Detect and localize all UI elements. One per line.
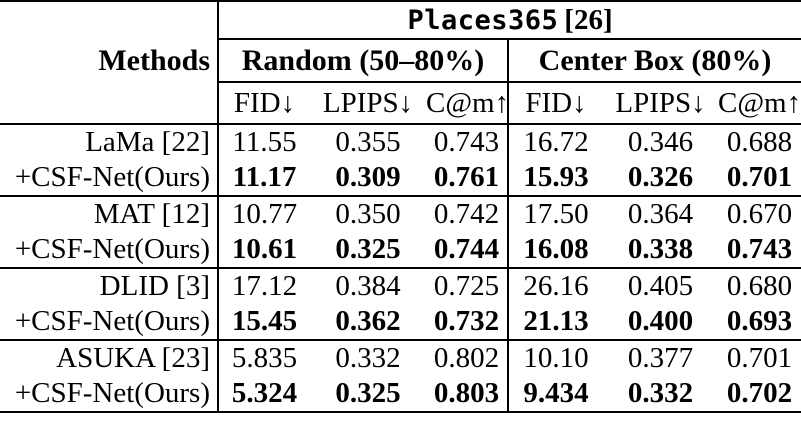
value-cell: 0.325 <box>310 376 426 413</box>
value-cell: 0.693 <box>718 304 801 341</box>
value-cell: 0.680 <box>726 270 793 302</box>
value-cell: 0.326 <box>603 160 718 197</box>
value-cell: 0.743 <box>433 126 500 158</box>
empty-corner-cell <box>0 0 218 39</box>
value-cell: 0.761 <box>426 160 508 197</box>
table-row-csfnet-asuka: +CSF-Net(Ours) 5.324 0.325 0.803 9.434 0… <box>0 376 801 413</box>
value-cell: 11.17 <box>217 160 310 197</box>
value-cell: 0.346 <box>627 126 694 158</box>
value-cell: 0.332 <box>603 376 718 413</box>
value-cell: 17.12 <box>217 268 310 304</box>
value-cell: 0.405 <box>627 270 694 302</box>
value-cell: 0.377 <box>627 342 694 374</box>
method-cell: LaMa [22] <box>85 126 210 158</box>
method-cell: ASUKA [23] <box>56 342 210 374</box>
results-table: Places365 [26] Methods Random (50–80%) Ce… <box>0 0 801 413</box>
header-row-metrics: FID↓ LPIPS↓ C@m↑ FID↓ LPIPS↓ C@m↑ <box>0 82 801 125</box>
header-row-sections: Methods Random (50–80%) Center Box (80%) <box>0 39 801 83</box>
value-cell: 10.10 <box>507 340 603 376</box>
value-cell: 16.08 <box>507 232 603 269</box>
value-cell: 5.835 <box>217 340 310 376</box>
table-row-lama: LaMa [22] 11.55 0.355 0.743 16.72 0.346 … <box>0 124 801 160</box>
table-row-csfnet-mat: +CSF-Net(Ours) 10.61 0.325 0.744 16.08 0… <box>0 232 801 269</box>
value-cell: 15.45 <box>217 304 310 341</box>
value-cell: 0.688 <box>726 126 793 158</box>
method-cell: +CSF-Net(Ours) <box>0 304 218 341</box>
value-cell: 0.744 <box>426 232 508 269</box>
value-cell: 10.77 <box>217 196 310 232</box>
value-cell: 0.732 <box>426 304 508 341</box>
value-cell: 0.362 <box>310 304 426 341</box>
dataset-citation: [26] <box>564 3 613 36</box>
value-cell: 0.400 <box>603 304 718 341</box>
value-cell: 0.743 <box>718 232 801 269</box>
method-cell: +CSF-Net(Ours) <box>0 376 218 413</box>
value-cell: 0.701 <box>726 342 793 374</box>
value-cell: 0.332 <box>335 342 401 374</box>
value-cell: 5.324 <box>217 376 310 413</box>
value-cell: 16.72 <box>507 124 603 160</box>
metric-header-fid-centerbox: FID↓ <box>507 82 603 125</box>
value-cell: 0.355 <box>335 126 401 158</box>
metric-header-lpips-random: LPIPS↓ <box>310 82 426 125</box>
value-cell: 0.384 <box>335 270 401 302</box>
value-cell: 21.13 <box>507 304 603 341</box>
table-row-csfnet-lama: +CSF-Net(Ours) 11.17 0.309 0.761 15.93 0… <box>0 160 801 197</box>
method-cell: MAT [12] <box>93 198 210 230</box>
dataset-name: Places365 <box>407 4 559 36</box>
method-cell: +CSF-Net(Ours) <box>0 160 218 197</box>
table-row-mat: MAT [12] 10.77 0.350 0.742 17.50 0.364 0… <box>0 196 801 232</box>
metric-header-cam-centerbox: C@m↑ <box>718 82 801 125</box>
value-cell: 0.725 <box>433 270 500 302</box>
method-cell: DLID [3] <box>99 270 210 302</box>
value-cell: 0.802 <box>433 342 500 374</box>
value-cell: 0.350 <box>335 198 401 230</box>
value-cell: 0.803 <box>426 376 508 413</box>
header-row-dataset: Places365 [26] <box>0 0 801 40</box>
metric-header-cam-random: C@m↑ <box>426 82 508 125</box>
table-row-csfnet-dlid: +CSF-Net(Ours) 15.45 0.362 0.732 21.13 0… <box>0 304 801 341</box>
value-cell: 0.670 <box>726 198 793 230</box>
table-row-asuka: ASUKA [23] 5.835 0.332 0.802 10.10 0.377… <box>0 340 801 376</box>
table-row-dlid: DLID [3] 17.12 0.384 0.725 26.16 0.405 0… <box>0 268 801 304</box>
metric-header-fid-random: FID↓ <box>217 82 310 125</box>
dataset-header-cell: Places365 [26] <box>216 0 801 40</box>
empty-methods-subcell <box>0 82 218 125</box>
methods-column-header: Methods <box>98 43 210 77</box>
value-cell: 26.16 <box>507 268 603 304</box>
value-cell: 0.742 <box>433 198 500 230</box>
value-cell: 0.309 <box>310 160 426 197</box>
value-cell: 10.61 <box>217 232 310 269</box>
value-cell: 17.50 <box>507 196 603 232</box>
metric-header-lpips-centerbox: LPIPS↓ <box>603 82 718 125</box>
value-cell: 9.434 <box>507 376 603 413</box>
value-cell: 0.701 <box>718 160 801 197</box>
value-cell: 15.93 <box>507 160 603 197</box>
section-header-random: Random (50–80%) <box>217 39 508 83</box>
value-cell: 0.338 <box>603 232 718 269</box>
method-cell: +CSF-Net(Ours) <box>0 232 218 269</box>
value-cell: 0.364 <box>627 198 694 230</box>
value-cell: 11.55 <box>217 124 310 160</box>
section-header-centerbox: Center Box (80%) <box>506 39 801 83</box>
value-cell: 0.325 <box>310 232 426 269</box>
value-cell: 0.702 <box>718 376 801 413</box>
